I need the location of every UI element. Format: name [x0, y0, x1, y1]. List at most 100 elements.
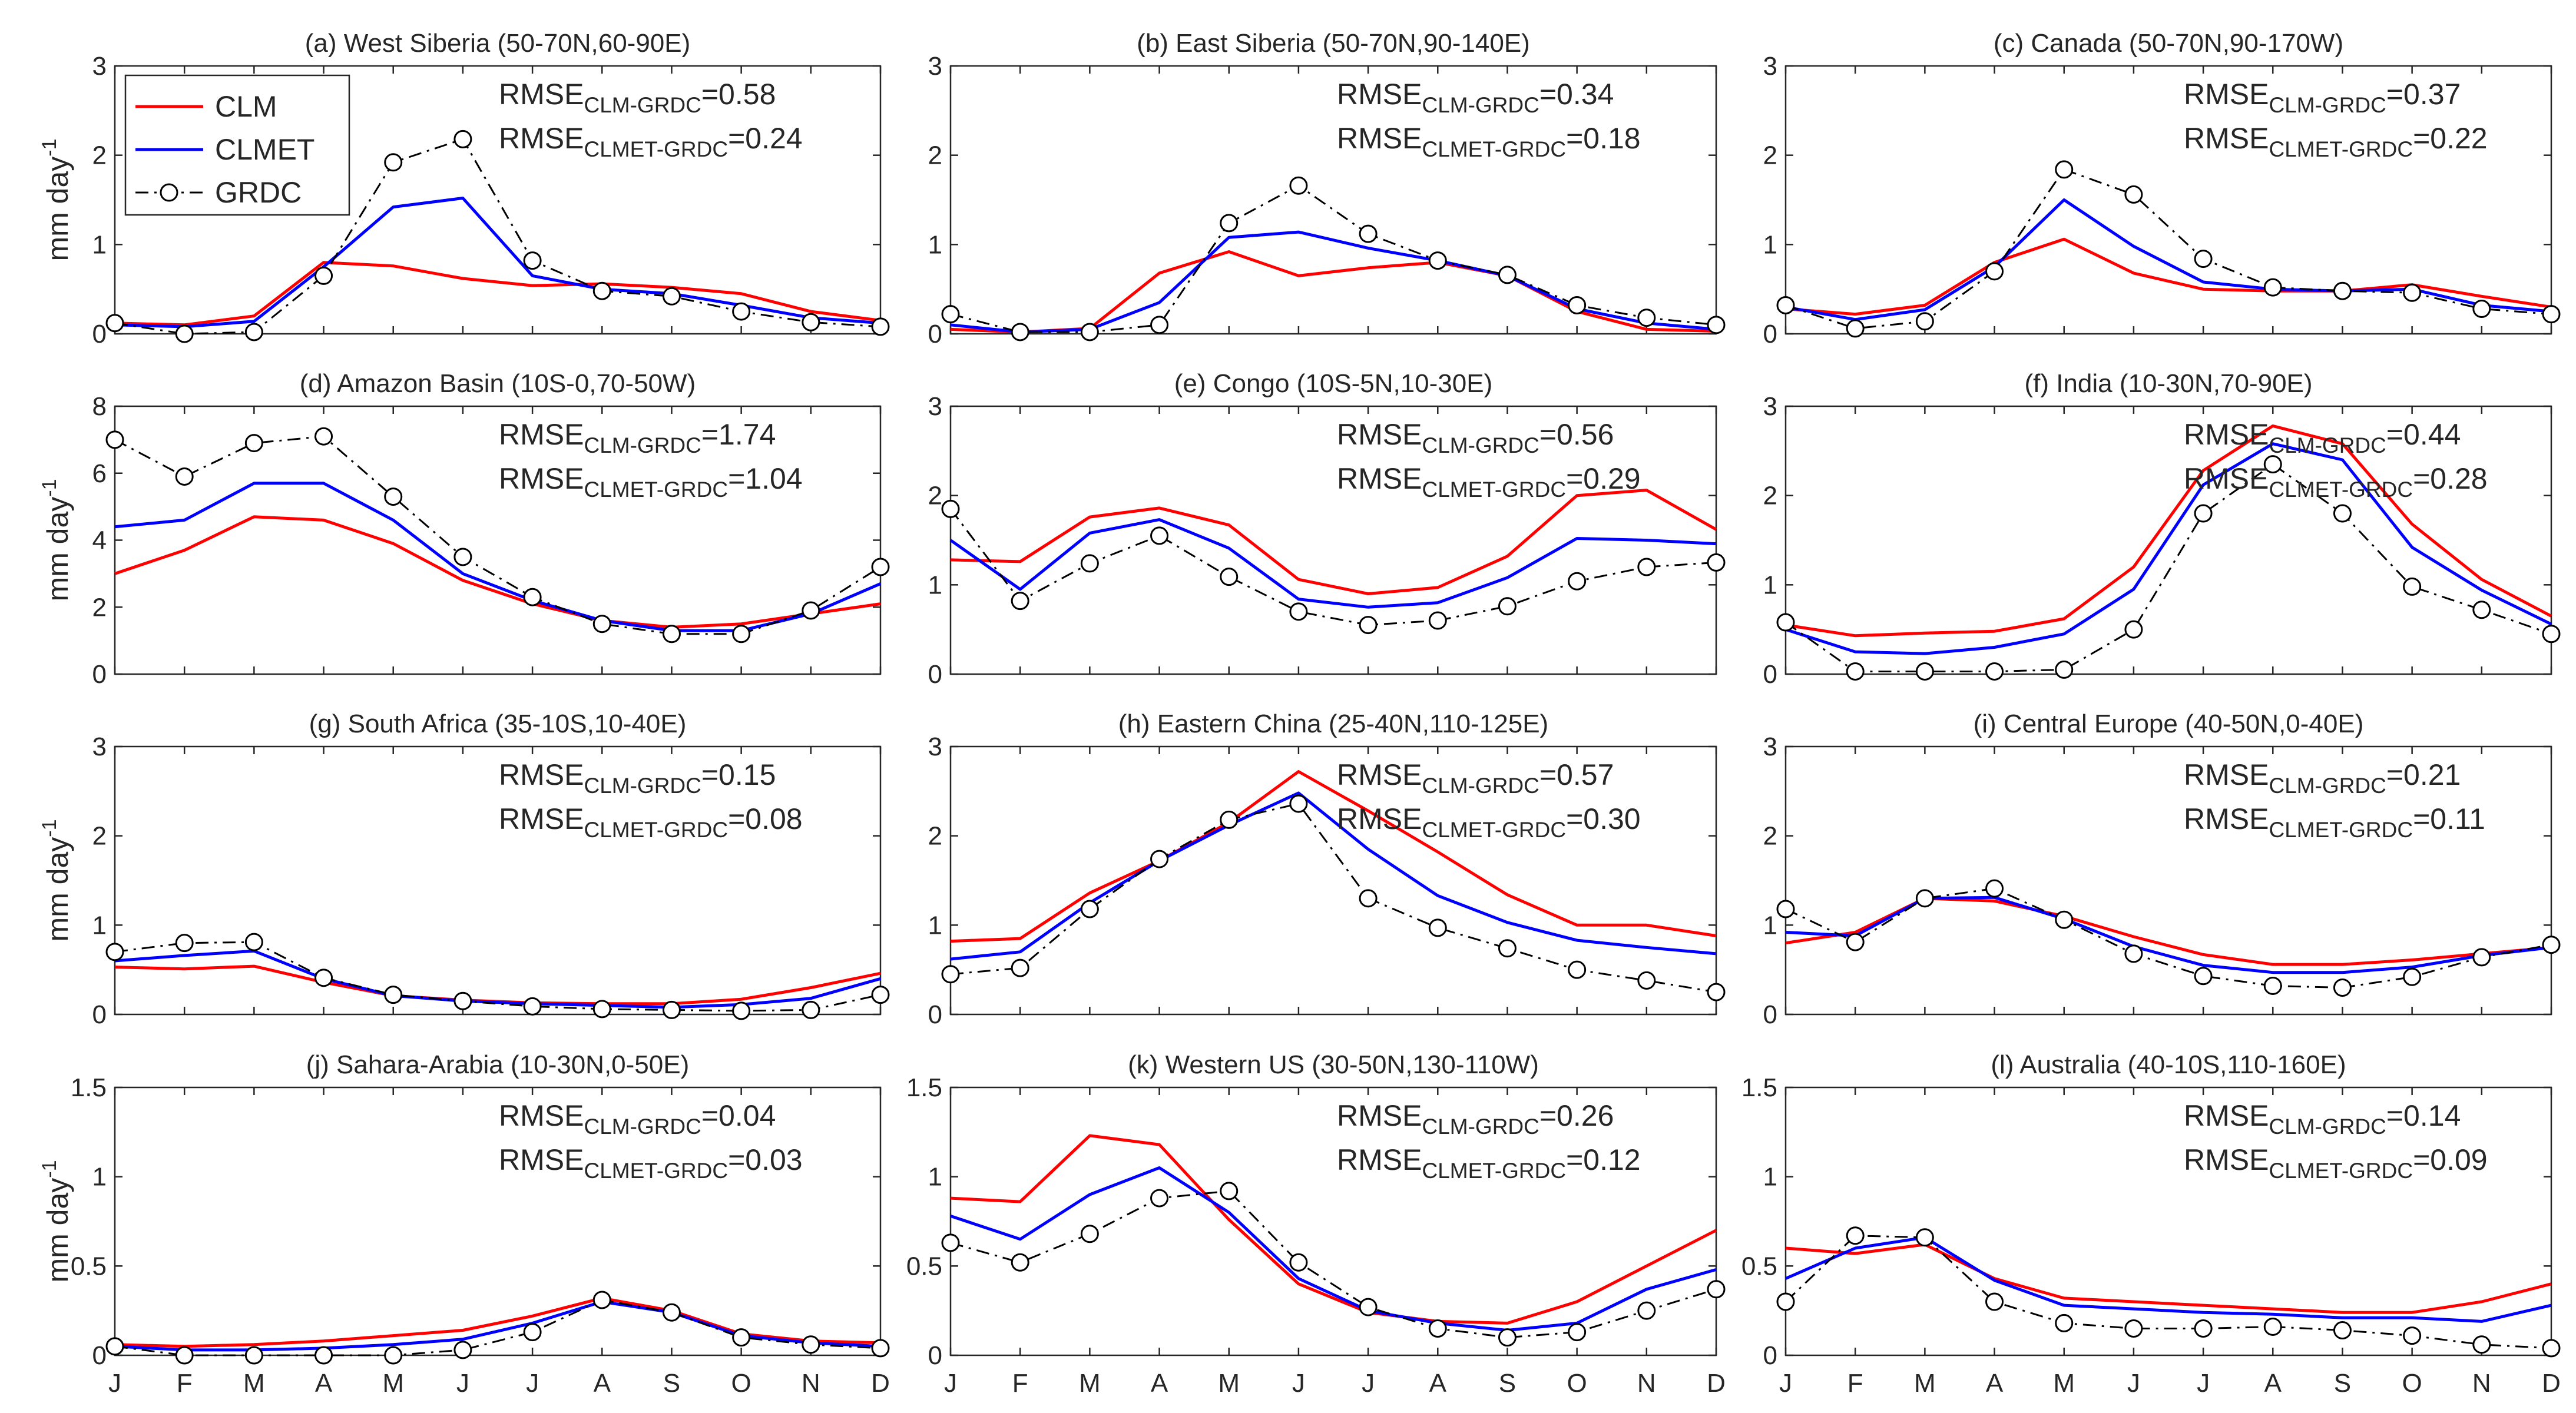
axes-box [114, 1086, 882, 1356]
grdc-point [1150, 850, 1169, 868]
y-tick-label: 1 [92, 1163, 107, 1192]
series-line-grdc [114, 941, 881, 1012]
grdc-point [2194, 504, 2213, 523]
grdc-point [2194, 967, 2213, 986]
grdc-point [2124, 620, 2143, 639]
panel-10: (j) Sahara-Arabia (10-30N,0-50E) 0 0.5 1 1.5… [38, 1050, 890, 1398]
x-tick-label: A [1986, 1369, 2004, 1398]
y-tick-label: 0 [1763, 1000, 1777, 1029]
grdc-point [453, 1341, 472, 1359]
grdc-point [2403, 577, 2422, 596]
y-axis-label: mm day-1 [38, 138, 74, 261]
grdc-point [662, 287, 681, 306]
grdc-point [2403, 1326, 2422, 1345]
panel-title: (e) Congo (10S-5N,10-30E) [1174, 369, 1492, 398]
panel-4: (d) Amazon Basin (10S-0,70-50W) 0 2 4 6 8 mm d… [38, 369, 890, 689]
x-tick-label: O [1567, 1369, 1587, 1398]
rmse-clmet-annotation: RMSECLMET-GRDC=0.12 [1337, 1143, 1641, 1183]
panel-2: (b) East Siberia (50-70N,90-140E) 0 1 2 3 RMS… [928, 29, 1726, 349]
y-tick-label: 1.5 [71, 1073, 107, 1102]
grdc-point [1289, 176, 1308, 195]
series-line-grdc [114, 138, 881, 335]
svg-text:mm day-1: mm day-1 [38, 819, 74, 941]
rmse-clmet-annotation: RMSECLMET-GRDC=0.11 [2184, 802, 2485, 842]
axes-box [1784, 405, 2552, 675]
y-axis-label-exponent: -1 [38, 1160, 61, 1178]
rmse-clmet-annotation: RMSECLMET-GRDC=0.29 [1337, 462, 1641, 502]
series-line-clmet [950, 791, 1717, 961]
y-tick-label: 1.5 [906, 1073, 942, 1102]
grdc-point [2333, 1321, 2352, 1340]
grdc-point [1220, 810, 1239, 829]
grdc-point [175, 467, 194, 486]
y-tick-label: 0 [1763, 1341, 1777, 1370]
axes-box [949, 65, 1717, 335]
grdc-point [592, 1291, 611, 1309]
y-tick-label: 0.5 [71, 1252, 107, 1281]
panel-9: (i) Central Europe (40-50N,0-40E) 0 1 2 3 RMS… [1763, 709, 2561, 1029]
y-tick-label: 1 [928, 230, 942, 259]
grdc-point [2333, 979, 2352, 997]
grdc-point [1080, 323, 1099, 341]
series-line-clmet [1785, 895, 2552, 974]
y-tick-label: 4 [92, 526, 107, 555]
x-tick-label: D [1707, 1369, 1726, 1398]
panel-6: (f) India (10-30N,70-90E) 0 1 2 3 RMSECLM-GRD… [1763, 369, 2561, 689]
grdc-point [2055, 660, 2074, 679]
grdc-point [2333, 281, 2352, 300]
grdc-point [732, 302, 751, 321]
grdc-point [1359, 1298, 1378, 1316]
grdc-point [1637, 309, 1656, 327]
grdc-point [1915, 312, 1934, 331]
grdc-point [2472, 601, 2491, 619]
grdc-point [244, 434, 263, 453]
series-line-grdc [114, 435, 881, 635]
grdc-point [1220, 214, 1239, 233]
grdc-point [941, 305, 960, 324]
grdc-point [2124, 944, 2143, 963]
grdc-point [592, 615, 611, 633]
grdc-point [662, 1303, 681, 1322]
x-tick-label: N [1637, 1369, 1656, 1398]
grdc-point [2542, 305, 2561, 324]
grdc-point [1985, 879, 2004, 898]
grdc-point [662, 1000, 681, 1019]
legend-marker [160, 183, 178, 202]
y-tick-label: 0 [92, 1000, 107, 1029]
x-tick-label: A [315, 1369, 333, 1398]
grdc-point [1220, 1182, 1239, 1200]
grdc-point [1568, 960, 1587, 979]
grdc-point [1498, 266, 1517, 284]
rmse-clm-annotation: RMSECLM-GRDC=0.04 [499, 1099, 776, 1139]
grdc-point [1428, 611, 1447, 630]
rmse-clm-annotation: RMSECLM-GRDC=0.57 [1337, 758, 1614, 798]
y-tick-label: 2 [92, 593, 107, 622]
series-line-clmet [114, 197, 881, 329]
legend: CLM CLMET GRDC [124, 74, 350, 216]
panel-title: (g) South Africa (35-10S,10-40E) [309, 709, 687, 738]
grdc-point [2263, 1317, 2282, 1336]
grdc-point [1150, 526, 1169, 545]
x-tick-label: F [177, 1369, 193, 1398]
panel-title: (a) West Siberia (50-70N,60-90E) [305, 29, 691, 58]
axes-box [114, 65, 882, 335]
y-tick-label: 8 [92, 392, 107, 421]
x-tick-label: D [2542, 1369, 2561, 1398]
grdc-point [384, 153, 403, 172]
series-line-clmet [949, 518, 1717, 609]
grdc-point [1915, 1228, 1934, 1247]
panel-8: (h) Eastern China (25-40N,110-125E) 0 1 2 3 R… [928, 709, 1726, 1029]
grdc-point [1846, 662, 1865, 681]
grdc-point [1707, 316, 1726, 334]
grdc-point [1359, 224, 1378, 243]
axes-box [949, 745, 1717, 1016]
grdc-point [592, 281, 611, 300]
grdc-point [1776, 900, 1795, 918]
y-tick-label: 0.5 [1741, 1252, 1777, 1281]
grdc-point [244, 933, 263, 951]
rmse-clm-annotation: RMSECLM-GRDC=0.56 [1337, 418, 1614, 457]
svg-text:mm day-1: mm day-1 [38, 1160, 74, 1282]
grdc-point [1428, 1319, 1447, 1338]
y-tick-label: 1 [92, 911, 107, 940]
rmse-clm-annotation: RMSECLM-GRDC=0.58 [499, 78, 776, 117]
